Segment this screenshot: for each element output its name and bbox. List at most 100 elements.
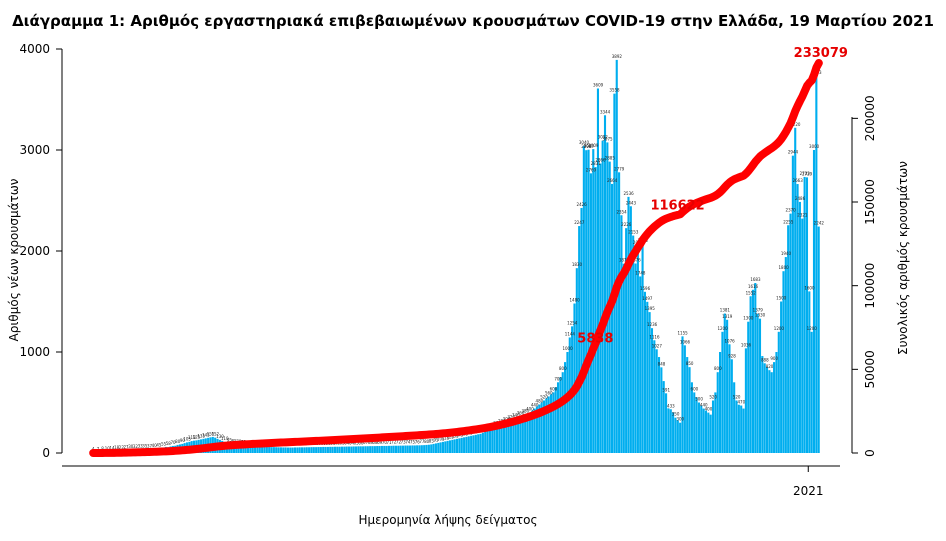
bar: [780, 301, 783, 453]
bar-value-label: 95: [433, 437, 439, 442]
bar-value-label: 3009: [588, 143, 599, 148]
y-tick-label: 4000: [19, 42, 50, 56]
bar-value-label: 928: [728, 353, 736, 358]
bar-value-label: 80: [424, 439, 430, 444]
bar: [263, 446, 266, 453]
bar: [355, 446, 358, 453]
bar: [716, 372, 719, 453]
bar: [747, 321, 750, 453]
bar-value-label: 2226: [621, 222, 632, 227]
bar: [578, 226, 581, 453]
bar: [315, 447, 318, 453]
bar-value-label: 440: [700, 403, 708, 408]
bar: [235, 444, 238, 453]
bar: [775, 352, 778, 453]
cumulative-annotation: 5838: [577, 331, 613, 346]
bar-value-label: 90: [180, 438, 186, 443]
bar-value-label: 1076: [724, 338, 735, 343]
bar: [244, 445, 247, 453]
bar: [463, 437, 466, 453]
bar: [258, 446, 261, 453]
bar: [481, 432, 484, 453]
bar: [657, 357, 661, 453]
bar-value-label: 71: [387, 440, 393, 445]
bar: [502, 423, 506, 453]
bar: [265, 446, 268, 453]
bar: [585, 150, 588, 453]
bar-value-label: 69: [377, 440, 383, 445]
bar: [519, 416, 522, 453]
bar-value-label: 70: [382, 440, 388, 445]
bar: [272, 447, 275, 453]
bar-value-label: 2664: [607, 178, 618, 183]
bar: [451, 439, 454, 453]
bar-value-label: 1036: [741, 342, 752, 347]
bar: [665, 393, 668, 453]
bar: [465, 436, 468, 453]
bar: [340, 446, 344, 453]
bar-value-label: 1144: [565, 331, 576, 336]
bar: [632, 235, 635, 453]
bar: [639, 276, 642, 453]
bar-value-label: 1552: [746, 290, 757, 295]
bar: [719, 352, 722, 453]
bar-value-label: 1116: [649, 334, 660, 339]
bar: [458, 438, 461, 453]
y-axis-left: 0 1000 2000 3000 4000: [19, 42, 63, 460]
bar: [434, 443, 437, 453]
bar-labels-layer: 4 7 8 10 14 18 22 27 30 32 33 35 37 40 45 55 58 70 80 90105…: [92, 54, 824, 452]
bar: [564, 362, 567, 453]
bar-value-label: 700: [554, 376, 562, 381]
bar: [796, 184, 799, 454]
bar: [277, 447, 280, 453]
bar: [531, 410, 534, 453]
bar: [286, 447, 290, 453]
bar-value-label: 3558: [609, 88, 620, 93]
bar-value-label: 130: [216, 434, 224, 439]
bar: [770, 372, 773, 453]
bar: [777, 331, 780, 453]
bar: [488, 429, 491, 453]
bar: [239, 445, 243, 453]
bar-value-label: 2255: [783, 219, 794, 224]
y-tick-label: 2000: [19, 244, 50, 258]
bar: [751, 289, 755, 453]
bar-value-label: 2769: [586, 167, 597, 172]
bar: [803, 176, 806, 453]
bar-value-label: 520: [733, 394, 741, 399]
bar: [345, 446, 348, 453]
bar: [744, 348, 747, 453]
bar: [622, 263, 625, 453]
bar: [237, 445, 240, 453]
bar-value-label: 800: [714, 366, 722, 371]
bar: [317, 447, 320, 453]
bar: [749, 296, 752, 453]
bar: [336, 446, 339, 453]
bar: [322, 446, 325, 453]
bar-value-label: 2370: [786, 208, 797, 213]
bar: [784, 257, 787, 453]
bar-value-label: 85: [429, 438, 435, 443]
bar-value-label: 2426: [577, 202, 588, 207]
bar-value-label: 2443: [626, 200, 637, 205]
bar: [427, 444, 430, 453]
bar: [397, 445, 400, 453]
bar: [444, 441, 447, 453]
bar: [251, 446, 254, 453]
bar-value-label: 2733: [800, 171, 811, 176]
bar: [660, 367, 663, 453]
bar-value-label: 1200: [774, 326, 785, 331]
bar: [815, 75, 818, 453]
bar: [510, 420, 513, 453]
bar: [650, 328, 654, 453]
bar-value-label: 1876: [631, 258, 642, 263]
bar-value-label: 3220: [790, 122, 801, 127]
bar: [296, 447, 299, 453]
bar: [249, 446, 252, 453]
bar-value-label: 3003: [584, 144, 595, 149]
bar: [721, 331, 724, 453]
bar-value-label: 3000: [809, 144, 820, 149]
bar-value-label: 850: [686, 361, 694, 366]
bar-value-label: 400: [705, 407, 713, 412]
bar: [369, 446, 372, 453]
